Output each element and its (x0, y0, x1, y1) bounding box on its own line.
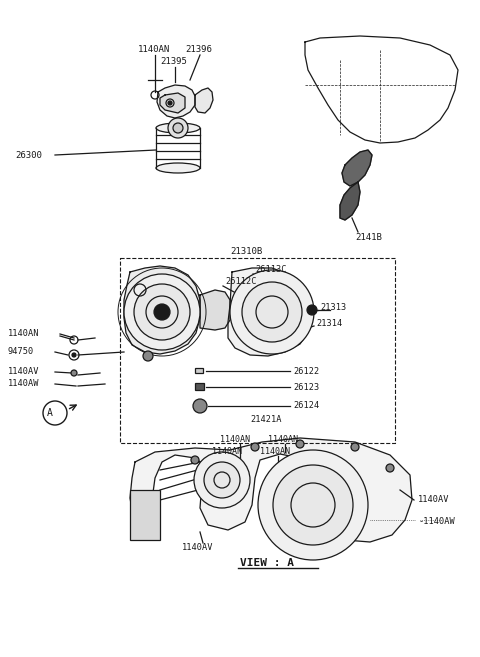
Circle shape (351, 443, 359, 451)
Circle shape (154, 304, 170, 320)
Text: 1140AV: 1140AV (418, 495, 449, 505)
Text: 26113C: 26113C (255, 265, 287, 275)
Text: 1140AN: 1140AN (212, 447, 242, 457)
Polygon shape (160, 93, 185, 113)
Circle shape (168, 101, 172, 105)
Polygon shape (200, 290, 230, 330)
Bar (120, 258, 395, 443)
Circle shape (143, 351, 153, 361)
Bar (195, 368, 203, 373)
Text: 21313: 21313 (320, 304, 346, 313)
Text: 94750: 94750 (8, 348, 34, 357)
Ellipse shape (156, 123, 200, 133)
Text: 26123: 26123 (293, 382, 319, 392)
Circle shape (168, 118, 188, 138)
Circle shape (204, 462, 240, 498)
Ellipse shape (156, 163, 200, 173)
Text: 1140AN: 1140AN (260, 447, 290, 457)
Text: 21314: 21314 (316, 319, 342, 328)
Text: 1140AV: 1140AV (8, 367, 39, 376)
Circle shape (251, 443, 259, 451)
Circle shape (124, 274, 200, 350)
Circle shape (307, 305, 317, 315)
Text: 1140AV: 1140AV (182, 543, 214, 551)
Circle shape (71, 370, 77, 376)
Text: 1140AN: 1140AN (8, 330, 39, 338)
Circle shape (230, 270, 314, 354)
Circle shape (386, 464, 394, 472)
Text: 21421A: 21421A (250, 415, 281, 424)
Polygon shape (228, 268, 310, 356)
Circle shape (258, 450, 368, 560)
Text: 26122: 26122 (293, 367, 319, 376)
Text: 1140AN: 1140AN (268, 436, 298, 445)
Circle shape (173, 123, 183, 133)
Polygon shape (340, 182, 360, 220)
Polygon shape (130, 438, 412, 542)
Text: 1140AN: 1140AN (138, 45, 170, 55)
Text: VIEW : A: VIEW : A (240, 558, 294, 568)
Text: 21396: 21396 (185, 45, 212, 55)
Text: A: A (47, 408, 53, 418)
Text: 21395: 21395 (160, 58, 187, 66)
Polygon shape (342, 150, 372, 186)
Circle shape (296, 440, 304, 448)
Text: 1140AN: 1140AN (220, 436, 250, 445)
Text: 1140AW: 1140AW (8, 380, 39, 388)
Circle shape (134, 284, 190, 340)
Circle shape (193, 399, 207, 413)
Bar (195, 383, 204, 390)
Text: 26300: 26300 (15, 150, 42, 160)
Circle shape (194, 452, 250, 508)
Text: 2141B: 2141B (355, 233, 382, 242)
Text: 26124: 26124 (293, 401, 319, 411)
Circle shape (72, 353, 76, 357)
Polygon shape (195, 88, 213, 113)
Bar (130, 490, 160, 540)
Circle shape (273, 465, 353, 545)
Circle shape (191, 456, 199, 464)
Text: -1140AW: -1140AW (418, 518, 455, 526)
Polygon shape (157, 85, 195, 118)
Text: 21310B: 21310B (230, 248, 262, 256)
Text: 26112C: 26112C (225, 277, 256, 286)
Polygon shape (124, 266, 200, 354)
Circle shape (242, 282, 302, 342)
